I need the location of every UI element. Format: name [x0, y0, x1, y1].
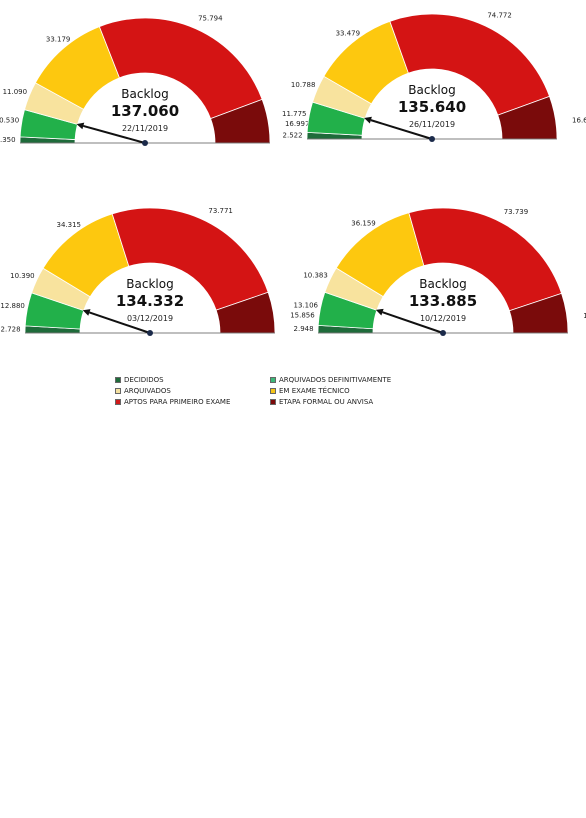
segment-value-label: 2.522 [283, 132, 303, 140]
gauge-total: 134.332 [116, 292, 184, 310]
legend-item: ARQUIVADOS DEFINITIVAMENTE [270, 375, 445, 385]
segment-value-label: 12.880 [0, 302, 25, 310]
legend-label: ETAPA FORMAL OU ANVISA [279, 398, 373, 406]
legend-swatch [115, 388, 121, 394]
segment-value-label: 13.106 [294, 302, 319, 310]
gauge-1: 2.350 10.530 11.090 33.179 75.794 16.997 Backl… [0, 14, 309, 146]
gauge-total: 135.640 [398, 98, 466, 116]
segment-value-label: 10.390 [10, 272, 35, 280]
legend-swatch [270, 377, 276, 383]
segment-value-label: 10.530 [0, 116, 19, 124]
segment-value-label: 10.383 [303, 272, 328, 280]
gauge-title: Backlog [408, 83, 455, 97]
segment-value-label: 33.179 [46, 36, 70, 44]
legend-item: ARQUIVADOS [115, 386, 270, 396]
gauge-total: 137.060 [111, 102, 179, 120]
legend-item: APTOS PARA PRIMEIRO EXAME [115, 397, 270, 407]
segment-value-label: 75.794 [198, 14, 223, 22]
gauge-date: 26/11/2019 [409, 120, 455, 129]
segment-value-label: 11.090 [3, 88, 28, 96]
gauge-3: 2.728 12.880 10.390 34.315 73.771 15.856 Backl… [0, 207, 315, 336]
gauge-total: 133.885 [409, 292, 477, 310]
gauge-2: 2.522 11.775 10.788 33.479 74.772 16.604 Backl… [282, 11, 586, 142]
gauge-needle-pivot [440, 330, 446, 336]
segment-value-label: 2.948 [294, 325, 314, 333]
segment-value-label: 15.856 [290, 312, 315, 320]
gauge-date: 22/11/2019 [122, 124, 168, 133]
backlog-gauges: 2.350 10.530 11.090 33.179 75.794 16.997 Backl… [0, 0, 586, 360]
legend-swatch [115, 399, 121, 405]
segment-value-label: 11.775 [282, 110, 307, 118]
legend-item: DECIDIDOS [115, 375, 270, 385]
gauge-needle-pivot [147, 330, 153, 336]
legend-label: DECIDIDOS [124, 376, 164, 384]
legend-swatch [115, 377, 121, 383]
legend-label: EM EXAME TÉCNICO [279, 387, 350, 395]
segment-value-label: 33.479 [336, 29, 361, 37]
gauge-title: Backlog [419, 277, 466, 291]
gauge-title: Backlog [126, 277, 173, 291]
legend: DECIDIDOS ARQUIVADOS DEFINITIVAMENTE ARQUI… [115, 375, 445, 407]
legend-label: APTOS PARA PRIMEIRO EXAME [124, 398, 230, 406]
legend-item: ETAPA FORMAL OU ANVISA [270, 397, 445, 407]
gauge-needle-pivot [142, 140, 148, 146]
gauge-needle-pivot [429, 136, 435, 142]
segment-value-label: 73.739 [504, 208, 529, 216]
legend-label: ARQUIVADOS DEFINITIVAMENTE [279, 376, 391, 384]
gauge-4: 2.94813.10610.38336.15973.73915.604Backl… [294, 208, 586, 336]
segment-value-label: 10.788 [291, 81, 316, 89]
gauge-title: Backlog [121, 87, 168, 101]
segment-value-label: 2.350 [0, 136, 16, 144]
segment-value-label: 16.604 [572, 117, 586, 125]
legend-label: ARQUIVADOS [124, 387, 171, 395]
gauge-date: 03/12/2019 [127, 314, 173, 323]
legend-swatch [270, 388, 276, 394]
segment-value-label: 74.772 [487, 11, 512, 19]
segment-value-label: 16.997 [285, 120, 310, 128]
segment-value-label: 2.728 [1, 325, 21, 333]
segment-value-label: 73.771 [208, 207, 233, 215]
segment-value-label: 36.159 [351, 220, 376, 228]
legend-item: EM EXAME TÉCNICO [270, 386, 445, 396]
legend-swatch [270, 399, 276, 405]
segment-value-label: 34.315 [57, 221, 82, 229]
gauge-date: 10/12/2019 [420, 314, 466, 323]
